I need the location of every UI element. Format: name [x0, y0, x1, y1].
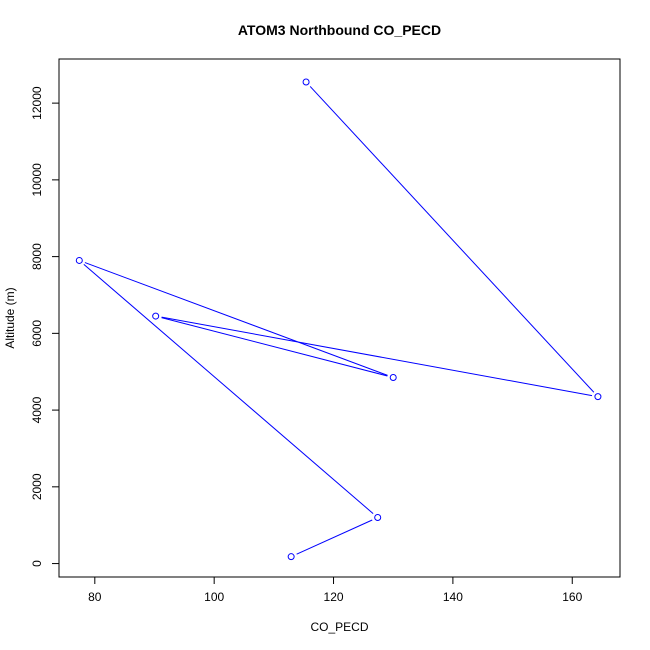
x-axis-label: CO_PECD [310, 620, 368, 634]
series-segment [84, 262, 388, 376]
data-point [594, 393, 602, 401]
series-points [75, 78, 602, 561]
series-segment [161, 316, 593, 397]
y-tick-label: 10000 [30, 163, 44, 197]
y-tick-label: 6000 [30, 320, 44, 347]
y-axis: 0 2000 4000 6000 8000 10000 12000 [30, 86, 60, 567]
y-tick-label: 2000 [30, 473, 44, 500]
y-tick-label: 12000 [30, 86, 44, 120]
series-segment [161, 317, 388, 377]
data-point [389, 373, 397, 381]
series-segment [309, 86, 595, 393]
x-tick-label: 140 [443, 590, 463, 604]
y-axis-label: Altitude (m) [3, 287, 17, 348]
data-point [152, 312, 160, 320]
x-axis: 80 100 120 140 160 [88, 576, 583, 604]
x-tick-label: 80 [88, 590, 102, 604]
data-point [302, 78, 310, 86]
y-tick-label: 8000 [30, 243, 44, 270]
x-tick-label: 160 [562, 590, 582, 604]
data-point [75, 256, 83, 264]
series-segment [83, 263, 374, 514]
series-segment [296, 519, 373, 555]
y-tick-label: 0 [30, 560, 44, 567]
chart-title: ATOM3 Northbound CO_PECD [238, 22, 441, 38]
data-point [374, 514, 382, 522]
x-tick-label: 120 [324, 590, 344, 604]
y-tick-label: 4000 [30, 396, 44, 423]
series-lines [83, 86, 595, 555]
x-tick-label: 100 [204, 590, 224, 604]
data-point [287, 553, 295, 561]
